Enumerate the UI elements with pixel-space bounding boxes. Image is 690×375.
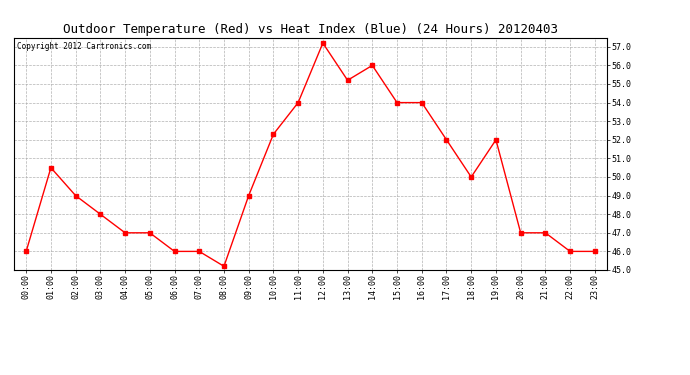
Text: Copyright 2012 Cartronics.com: Copyright 2012 Cartronics.com	[17, 42, 151, 51]
Title: Outdoor Temperature (Red) vs Heat Index (Blue) (24 Hours) 20120403: Outdoor Temperature (Red) vs Heat Index …	[63, 23, 558, 36]
